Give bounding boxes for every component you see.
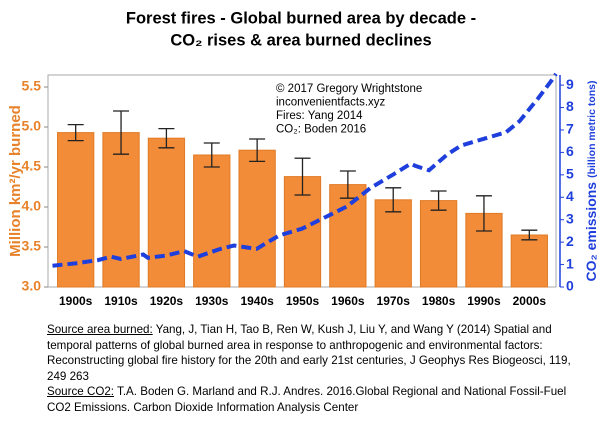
source-segment: CO2 Emissions. Carbon Dioxide Informatio… [47, 400, 359, 414]
y2-tick-label: 5 [566, 166, 574, 182]
bar [419, 200, 458, 288]
source-segment: temporal patterns of global burned area … [47, 338, 543, 352]
x-tick-label: 1930s [195, 294, 229, 308]
y2-tick-label: 0 [566, 278, 574, 294]
bar [510, 234, 548, 288]
source-line: 249 263 [47, 369, 597, 385]
source-segment: Yang, J, Tian H, Tao B, Ren W, Kush J, L… [152, 323, 552, 336]
y2-tick-label: 2 [566, 233, 574, 249]
source-segment: Reconstructing global fire history for t… [47, 354, 571, 368]
bar [102, 132, 140, 288]
x-tick-label: 1980s [422, 294, 456, 308]
bar [374, 199, 412, 288]
x-tick-label: 1900s [59, 294, 93, 308]
y2-tick-label: 6 [566, 143, 574, 159]
y-tick-label: 3.0 [22, 278, 42, 294]
bar [329, 184, 367, 288]
x-tick-label: 1910s [104, 294, 138, 308]
source-line: Reconstructing global fire history for t… [47, 353, 597, 369]
y-tick-label: 4.0 [22, 198, 42, 214]
x-tick-label: 1920s [150, 294, 184, 308]
x-tick-label: 2000s [513, 294, 547, 308]
source-line: temporal patterns of global burned area … [47, 338, 597, 354]
x-tick-label: 1950s [286, 294, 320, 308]
chart-title: CO₂ rises & area burned declines [170, 31, 431, 49]
y-tick-label: 5.0 [22, 118, 42, 134]
y2-tick-label: 3 [566, 210, 574, 226]
bar [147, 137, 186, 288]
chart-title: Forest fires - Global burned area by dec… [126, 9, 476, 27]
y2-tick-label: 7 [566, 121, 574, 137]
annotation-line: © 2017 Gregory Wrightstone [276, 83, 422, 95]
y-tick-label: 4.5 [22, 158, 42, 174]
annotation-line: CO₂: Boden 2016 [276, 124, 366, 136]
y-tick-label: 5.5 [22, 78, 42, 94]
source-segment: T.A. Boden G. Marland and R.J. Andres. 2… [114, 385, 567, 399]
source-line: Source area burned: Yang, J, Tian H, Tao… [47, 322, 597, 338]
x-tick-label: 1970s [377, 294, 411, 308]
y2-tick-label: 1 [566, 255, 574, 271]
source-heading: Source CO2: [47, 385, 115, 399]
x-tick-label: 1940s [240, 294, 274, 308]
annotation-line: Fires: Yang 2014 [276, 110, 363, 122]
source-heading: Source area burned: [47, 323, 153, 336]
bar [193, 154, 231, 288]
y2-axis-label-unit: (billion metric tons) [586, 80, 598, 177]
bar [238, 149, 276, 288]
y2-tick-label: 8 [566, 98, 574, 114]
y-tick-label: 3.5 [22, 238, 42, 254]
y2-axis-label: CO₂ emissions (billion metric tons) [583, 80, 599, 281]
y2-axis-label-main: CO₂ emissions [583, 182, 599, 282]
y2-tick-label: 9 [566, 76, 574, 92]
annotation-line: inconvenientfacts.xyz [276, 97, 386, 109]
co2-line [52, 72, 558, 268]
y2-tick-label: 4 [566, 188, 574, 204]
source-segment: 249 263 [47, 369, 89, 383]
source-line: Source CO2: T.A. Boden G. Marland and R.… [47, 384, 597, 400]
x-tick-label: 1990s [467, 294, 501, 308]
source-line: CO2 Emissions. Carbon Dioxide Informatio… [47, 400, 597, 416]
x-tick-label: 1960s [331, 294, 365, 308]
source-text: Source area burned: Yang, J, Tian H, Tao… [47, 322, 597, 416]
y-axis-label: Million km²/yr burned [7, 105, 24, 257]
